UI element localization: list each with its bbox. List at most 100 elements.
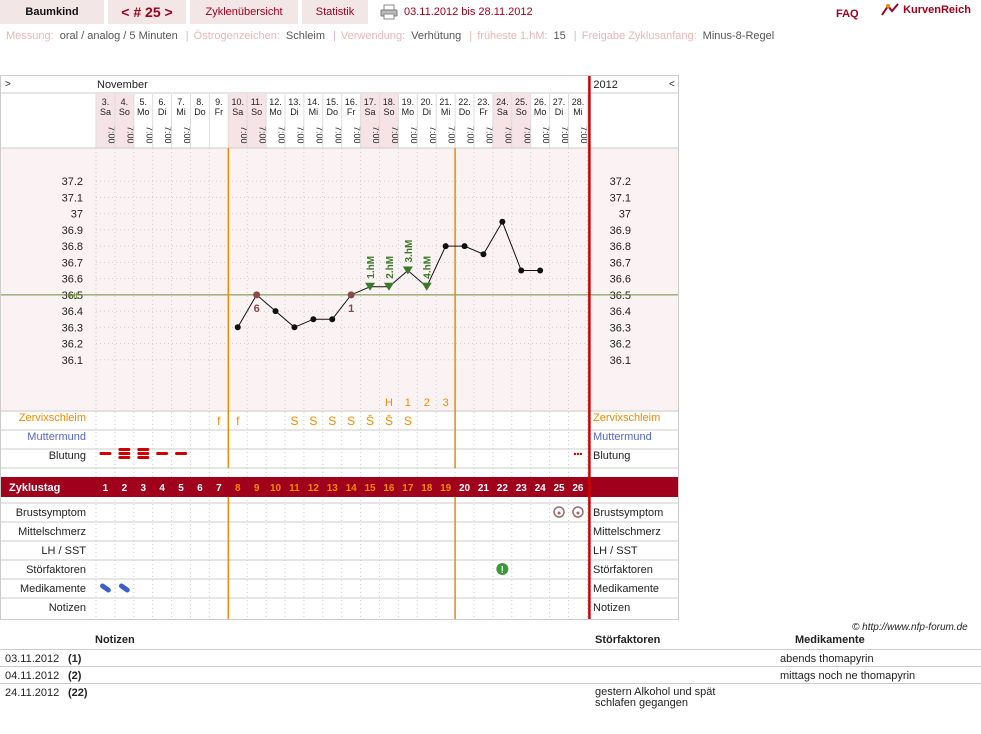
brand-title: Baumkind (0, 0, 104, 24)
row-label-left: Medikamente (20, 583, 86, 595)
y-tick-label: 36.6 (62, 274, 83, 286)
day-date: 16. (345, 97, 358, 107)
high-measurement-marker (383, 282, 394, 291)
day-time: 7:00 (144, 126, 154, 144)
mucus-symbol: S̄ (366, 414, 374, 428)
cycle-selector[interactable]: < # 25 > (108, 0, 186, 24)
cycle-day-number: 14 (346, 483, 358, 494)
y-tick-label-right: 36.9 (610, 225, 631, 237)
month-label: November (97, 79, 148, 91)
weekend-shade (247, 94, 267, 148)
day-date: 10. (231, 97, 244, 107)
hm-label: 4.hM (423, 256, 434, 279)
earliest-value: 15 (553, 30, 566, 42)
y-tick-label-right: 37.2 (610, 176, 631, 188)
y-tick-label-right: 37.1 (610, 192, 631, 204)
day-time: 7:00 (239, 126, 249, 144)
plot-bg (1, 148, 678, 412)
day-date: 28. (572, 97, 585, 107)
day-date: 27. (553, 97, 566, 107)
day-weekday: Mo (137, 107, 150, 117)
day-time: 7:00 (333, 126, 343, 144)
note-date: 04.11.2012 (5, 670, 60, 682)
cycle-day-bar (1, 477, 678, 497)
printer-icon[interactable] (380, 4, 398, 20)
day-date: 20. (420, 97, 433, 107)
cycle-day-number: 3 (140, 483, 146, 494)
day-time: 7:00 (409, 126, 419, 144)
weekend-shade (492, 94, 512, 148)
day-time: 7:00 (125, 126, 135, 144)
table-row: 24.11.2012 (22) gestern Alkohol und spät… (0, 683, 981, 724)
day-weekday: Di (158, 107, 167, 117)
copyright: © http://www.nfp-forum.de (852, 622, 968, 633)
temperature-point (272, 308, 279, 315)
day-date: 6. (158, 97, 166, 107)
cycle-day-number: 7 (216, 483, 222, 494)
hm-label: 1.hM (366, 256, 377, 279)
row-label-left: Muttermund (27, 431, 86, 443)
day-time: 7:00 (503, 126, 513, 144)
note-disturb: gestern Alkohol und spät schlafen gegang… (595, 686, 716, 709)
table-row: 04.11.2012 (2) mittags noch ne thomapyri… (0, 666, 981, 684)
day-date: 17. (364, 97, 377, 107)
weekend-shade (96, 94, 115, 148)
day-time: 7:00 (428, 126, 438, 144)
cycle-day-number: 4 (159, 483, 165, 494)
temperature-point (537, 267, 544, 274)
weekend-shade (511, 94, 531, 148)
y-tick-label-right: 36.4 (610, 306, 631, 318)
y-tick-label-right: 36.5 (610, 290, 631, 302)
mucus-symbol: S (309, 414, 317, 428)
day-weekday: Sa (365, 107, 376, 117)
row-label-right: Blutung (593, 450, 630, 462)
day-date: 25. (515, 97, 528, 107)
hm-label: 2.hM (385, 256, 396, 279)
nav-right: < (669, 79, 675, 90)
release-value: Minus-8-Regel (702, 30, 775, 42)
day-time: 7:00 (560, 126, 570, 144)
usage-value: Verhütung (411, 30, 462, 42)
estrogen-value: Schleim (285, 30, 325, 42)
cycle-day-number: 13 (327, 483, 339, 494)
kurvenreich-logo[interactable]: KurvenReich (880, 2, 971, 18)
temperature-point (499, 218, 506, 225)
cycle-day-number: 24 (535, 483, 547, 494)
day-weekday: Fr (215, 107, 224, 117)
hm-label: 3.hM (404, 240, 415, 263)
row-label-right: Störfaktoren (593, 564, 653, 576)
y-tick-label-right: 36.8 (610, 241, 631, 253)
day-weekday: So (516, 107, 527, 117)
bleeding-mark (137, 448, 150, 451)
cycle-day-number: 16 (383, 483, 395, 494)
day-weekday: Mo (534, 107, 547, 117)
day-date: 24. (496, 97, 509, 107)
bleeding-mark (118, 448, 131, 451)
meds-header: Medikamente (795, 634, 865, 646)
day-time: 7:00 (447, 126, 457, 144)
cycle-day-number: 9 (254, 483, 260, 494)
tab-statistics[interactable]: Statistik (302, 0, 368, 24)
y-tick-label: 36.4 (62, 306, 83, 318)
temperature-point (234, 324, 241, 331)
high-measurement-marker (402, 266, 413, 275)
faq-link[interactable]: FAQ (836, 8, 859, 20)
cycle-day-number: 10 (270, 483, 282, 494)
bleeding-mark (156, 452, 169, 455)
day-date: 9. (215, 97, 223, 107)
cycle-day-number: 18 (421, 483, 433, 494)
day-weekday: Fr (479, 107, 488, 117)
day-time: 7:00 (371, 126, 381, 144)
temperature-point (291, 324, 298, 331)
cycle-day-number: 22 (497, 483, 509, 494)
row-label-right: Zervixschleim (593, 412, 660, 424)
settings-line: Messung: oral / analog / 5 Minuten | Östro… (6, 30, 775, 42)
day-date: 8. (196, 97, 204, 107)
logo-icon (881, 3, 899, 16)
temperature-point (480, 251, 487, 258)
point-annotation: 1 (348, 303, 354, 315)
weekend-shade (360, 94, 380, 148)
temperature-point (461, 243, 468, 250)
cycle-day-number: 17 (402, 483, 414, 494)
tab-cycle-overview[interactable]: Zyklenübersicht (190, 0, 298, 24)
